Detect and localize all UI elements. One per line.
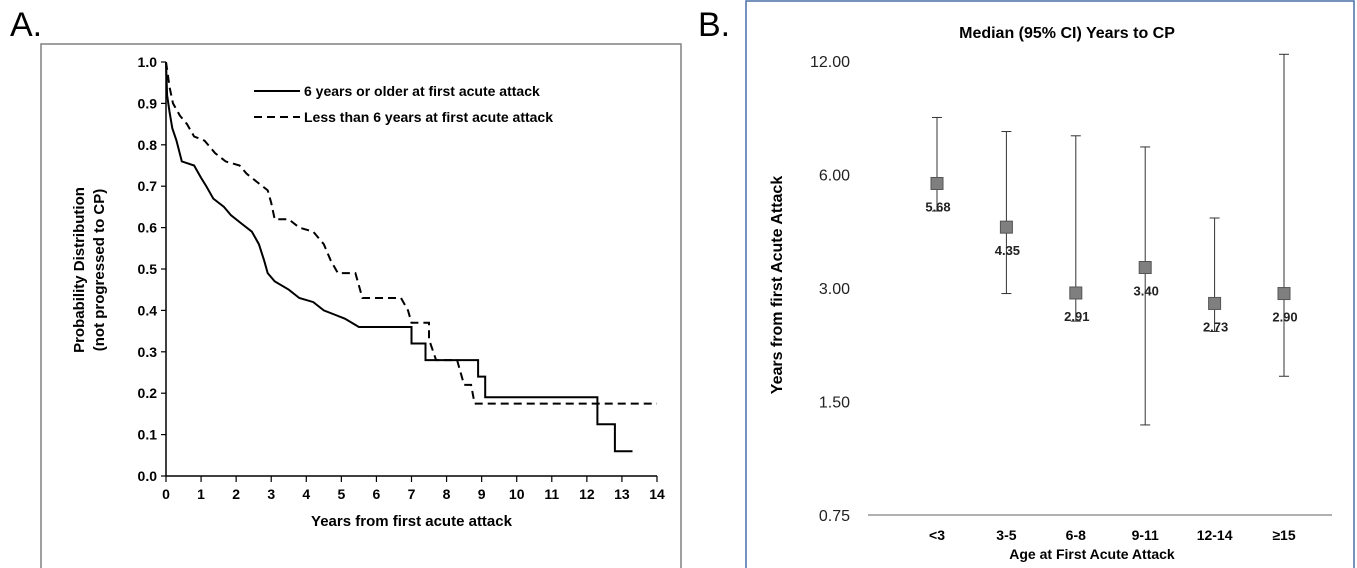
a-x-tick-label: 14 (649, 486, 665, 502)
a-y-tick-label: 0.6 (138, 220, 158, 236)
b-y-tick-label: 12.00 (810, 54, 850, 71)
b-y-tick-label: 1.50 (819, 395, 850, 412)
panel-label-b: B. (698, 6, 731, 44)
b-x-tick-label: 3-5 (996, 527, 1016, 543)
b-median-marker (1069, 286, 1083, 300)
b-x-axis-label: Age at First Acute Attack (1009, 546, 1175, 562)
a-x-tick-label: 9 (478, 486, 486, 502)
b-x-tick-label: ≥15 (1272, 527, 1295, 543)
a-y-tick-label: 0.3 (138, 344, 158, 360)
b-x-tick-label: <3 (929, 527, 945, 543)
b-median-label: 5.68 (925, 199, 950, 214)
a-legend-label: Less than 6 years at first acute attack (304, 109, 553, 125)
b-median-label: 2.90 (1272, 310, 1297, 325)
panel-label-a: A. (10, 6, 43, 44)
a-x-tick-label: 7 (408, 486, 416, 502)
a-y-tick-label: 0.2 (138, 385, 158, 401)
a-x-tick-label: 11 (544, 486, 559, 502)
a-y-tick-label: 0.1 (138, 427, 158, 443)
b-median-label: 3.40 (1134, 284, 1159, 299)
b-median-marker (1208, 296, 1222, 310)
b-x-tick-label: 9-11 (1132, 527, 1159, 543)
chart-a-survival-curves: Years from first acute attack Probability… (40, 43, 682, 568)
b-x-tick-label: 12-14 (1197, 527, 1233, 543)
a-x-tick-label: 12 (579, 486, 595, 502)
b-y-axis-label: Years from first Acute Attack (769, 176, 786, 395)
b-median-label: 2.91 (1064, 309, 1089, 324)
a-y-axis-label: Probability Distribution (not progressed … (71, 187, 108, 353)
b-median-marker (999, 220, 1013, 234)
a-x-tick-label: 3 (267, 486, 275, 502)
a-y-tick-label: 0.9 (138, 95, 158, 111)
a-y-axis-label-line2: (not progressed to CP) (91, 189, 108, 352)
b-median-label: 2.73 (1203, 319, 1228, 334)
chart-a-frame (40, 43, 682, 568)
b-median-marker (1138, 261, 1152, 275)
b-median-marker (1277, 287, 1291, 301)
a-y-tick-label: 0.7 (138, 178, 158, 194)
b-median-label: 4.35 (995, 243, 1020, 258)
b-median-marker (930, 176, 944, 190)
a-y-tick-label: 0.0 (138, 468, 158, 484)
a-y-tick-label: 0.4 (138, 302, 158, 318)
b-y-tick-label: 6.00 (819, 168, 850, 185)
b-y-tick-label: 0.75 (819, 508, 850, 525)
a-x-tick-label: 5 (337, 486, 345, 502)
a-x-tick-label: 2 (232, 486, 240, 502)
a-x-tick-label: 0 (162, 486, 170, 502)
a-x-tick-label: 10 (509, 486, 525, 502)
a-y-axis-label-line1: Probability Distribution (71, 187, 88, 353)
a-y-tick-label: 0.5 (138, 261, 158, 277)
a-x-tick-label: 4 (302, 486, 310, 502)
b-title: Median (95% CI) Years to CP (959, 25, 1175, 42)
a-series-less-than-6 (165, 61, 657, 405)
b-x-tick-label: 6-8 (1066, 527, 1086, 543)
a-series-6-or-older (165, 61, 633, 453)
a-legend-label: 6 years or older at first acute attack (304, 83, 540, 99)
a-x-tick-label: 13 (614, 486, 630, 502)
a-y-tick-label: 0.8 (138, 137, 158, 153)
a-x-tick-label: 8 (443, 486, 451, 502)
a-y-tick-label: 1.0 (138, 54, 158, 70)
a-x-axis-label: Years from first acute attack (311, 513, 513, 530)
chart-b-frame (745, 0, 1355, 568)
b-y-tick-label: 3.00 (819, 281, 850, 298)
a-x-tick-label: 1 (197, 486, 205, 502)
a-x-tick-label: 6 (373, 486, 381, 502)
